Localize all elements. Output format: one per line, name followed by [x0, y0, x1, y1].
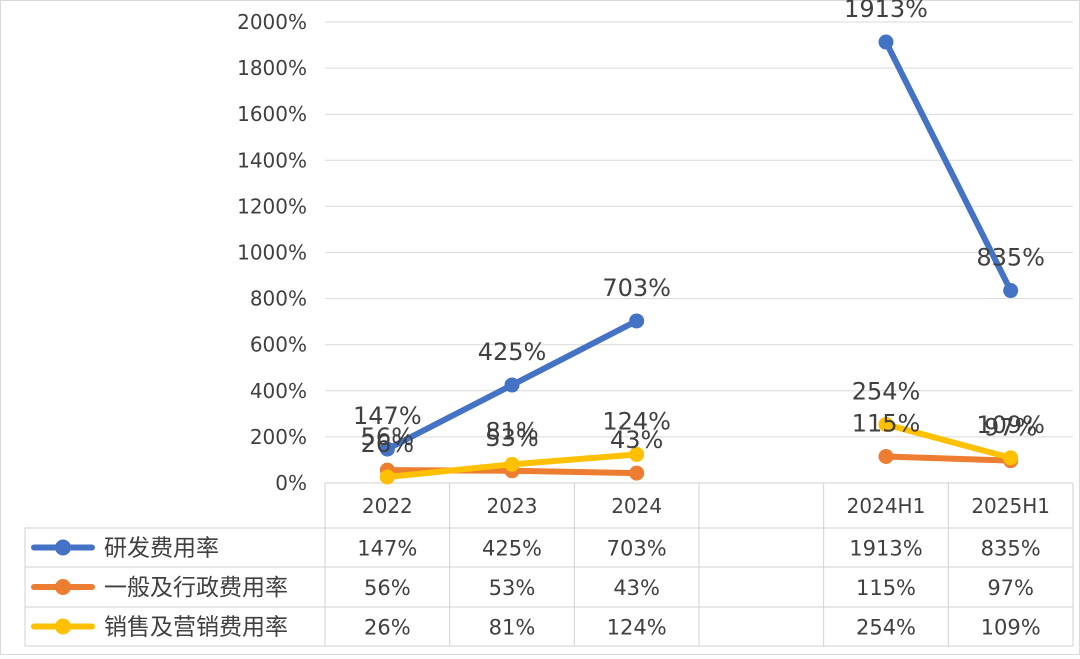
series-line-segment	[509, 451, 640, 468]
table-cell-value: 43%	[613, 576, 660, 600]
series-line-segment	[883, 421, 1014, 461]
y-tick-label: 600%	[250, 333, 307, 357]
data-label: 835%	[976, 244, 1045, 272]
y-tick-label: 2000%	[237, 10, 307, 34]
data-point	[878, 416, 894, 432]
data-point	[1003, 283, 1019, 299]
series-line-segment	[509, 467, 640, 477]
table-cell-value: 56%	[364, 576, 411, 600]
table-cell-value: 97%	[987, 576, 1034, 600]
series-line-segment	[509, 317, 640, 389]
y-tick-label: 400%	[250, 379, 307, 403]
table-cell-value: 109%	[981, 616, 1041, 640]
series-line-segment	[384, 461, 515, 481]
x-tick-label: 2024	[611, 494, 662, 518]
x-tick-label: 2025H1	[971, 494, 1050, 518]
data-label: 81%	[485, 417, 538, 445]
legend-series-name: 一般及行政费用率	[104, 575, 288, 601]
y-tick-label: 1000%	[237, 241, 307, 265]
data-label: 97%	[984, 414, 1037, 442]
series-lines	[379, 34, 1019, 485]
data-label: 56%	[361, 423, 414, 451]
data-table: 2022 2023 2024 2024H1 2025H1 研发费用率 147% 425% 703…	[24, 482, 1074, 647]
table-cell-value: 147%	[357, 537, 417, 561]
x-tick-label: 2023	[487, 494, 538, 518]
legend-series-name: 研发费用率	[104, 536, 219, 562]
data-point	[1003, 450, 1019, 466]
data-label: 43%	[610, 426, 663, 454]
data-label: 26%	[361, 430, 414, 458]
y-tick-label: 1600%	[237, 102, 307, 126]
data-point	[629, 465, 645, 481]
legend-key-marker	[55, 618, 71, 635]
table-cell-value: 53%	[489, 576, 536, 600]
legend-series-name: 销售及营销费用率	[104, 615, 288, 641]
table-cell-value: 835%	[981, 537, 1041, 561]
data-label: 53%	[485, 424, 538, 452]
data-label: 703%	[602, 274, 671, 302]
data-label: 109%	[976, 411, 1045, 439]
series-line-segment	[384, 382, 515, 453]
y-tick-label: 0%	[275, 471, 307, 495]
data-labels: 147% 425% 703% 1913% 835% 56% 53% 43% 115% 97% 26%…	[353, 0, 1045, 458]
data-point	[504, 377, 520, 393]
data-label: 124%	[602, 407, 671, 435]
table-cell-value: 26%	[364, 616, 411, 640]
data-point	[504, 456, 520, 472]
y-tick-label: 1800%	[237, 56, 307, 80]
data-label: 115%	[852, 409, 921, 437]
data-point	[379, 441, 395, 457]
table-cell-value: 81%	[489, 616, 536, 640]
x-tick-label: 2022	[362, 494, 413, 518]
y-tick-label: 800%	[250, 287, 307, 311]
data-label: 1913%	[844, 0, 928, 23]
table-cell-value: 254%	[856, 616, 916, 640]
data-label: 425%	[478, 338, 547, 366]
data-label: 254%	[852, 377, 921, 405]
table-cell-value: 703%	[607, 537, 667, 561]
table-cell-value: 124%	[607, 616, 667, 640]
series-line-segment	[883, 453, 1014, 464]
table-cell-value: 115%	[856, 576, 916, 600]
data-point	[629, 446, 645, 462]
x-tick-label: 2024H1	[847, 494, 926, 518]
data-point	[878, 448, 894, 464]
legend-key-marker	[55, 539, 71, 556]
data-point	[379, 469, 395, 485]
data-label: 147%	[353, 402, 422, 430]
table-cell-value: 425%	[482, 537, 542, 561]
legend-key-marker	[55, 579, 71, 595]
y-tick-label: 1400%	[237, 148, 307, 172]
y-axis-tick-labels: 0% 200% 400% 600% 800% 1000% 1200% 1400% 1600% 18…	[237, 10, 307, 495]
data-point	[629, 313, 645, 329]
table-cell-value: 1913%	[849, 537, 922, 561]
y-tick-label: 1200%	[237, 194, 307, 218]
data-point	[878, 34, 894, 50]
y-tick-label: 200%	[250, 425, 307, 449]
series-line-segment	[883, 39, 1014, 294]
